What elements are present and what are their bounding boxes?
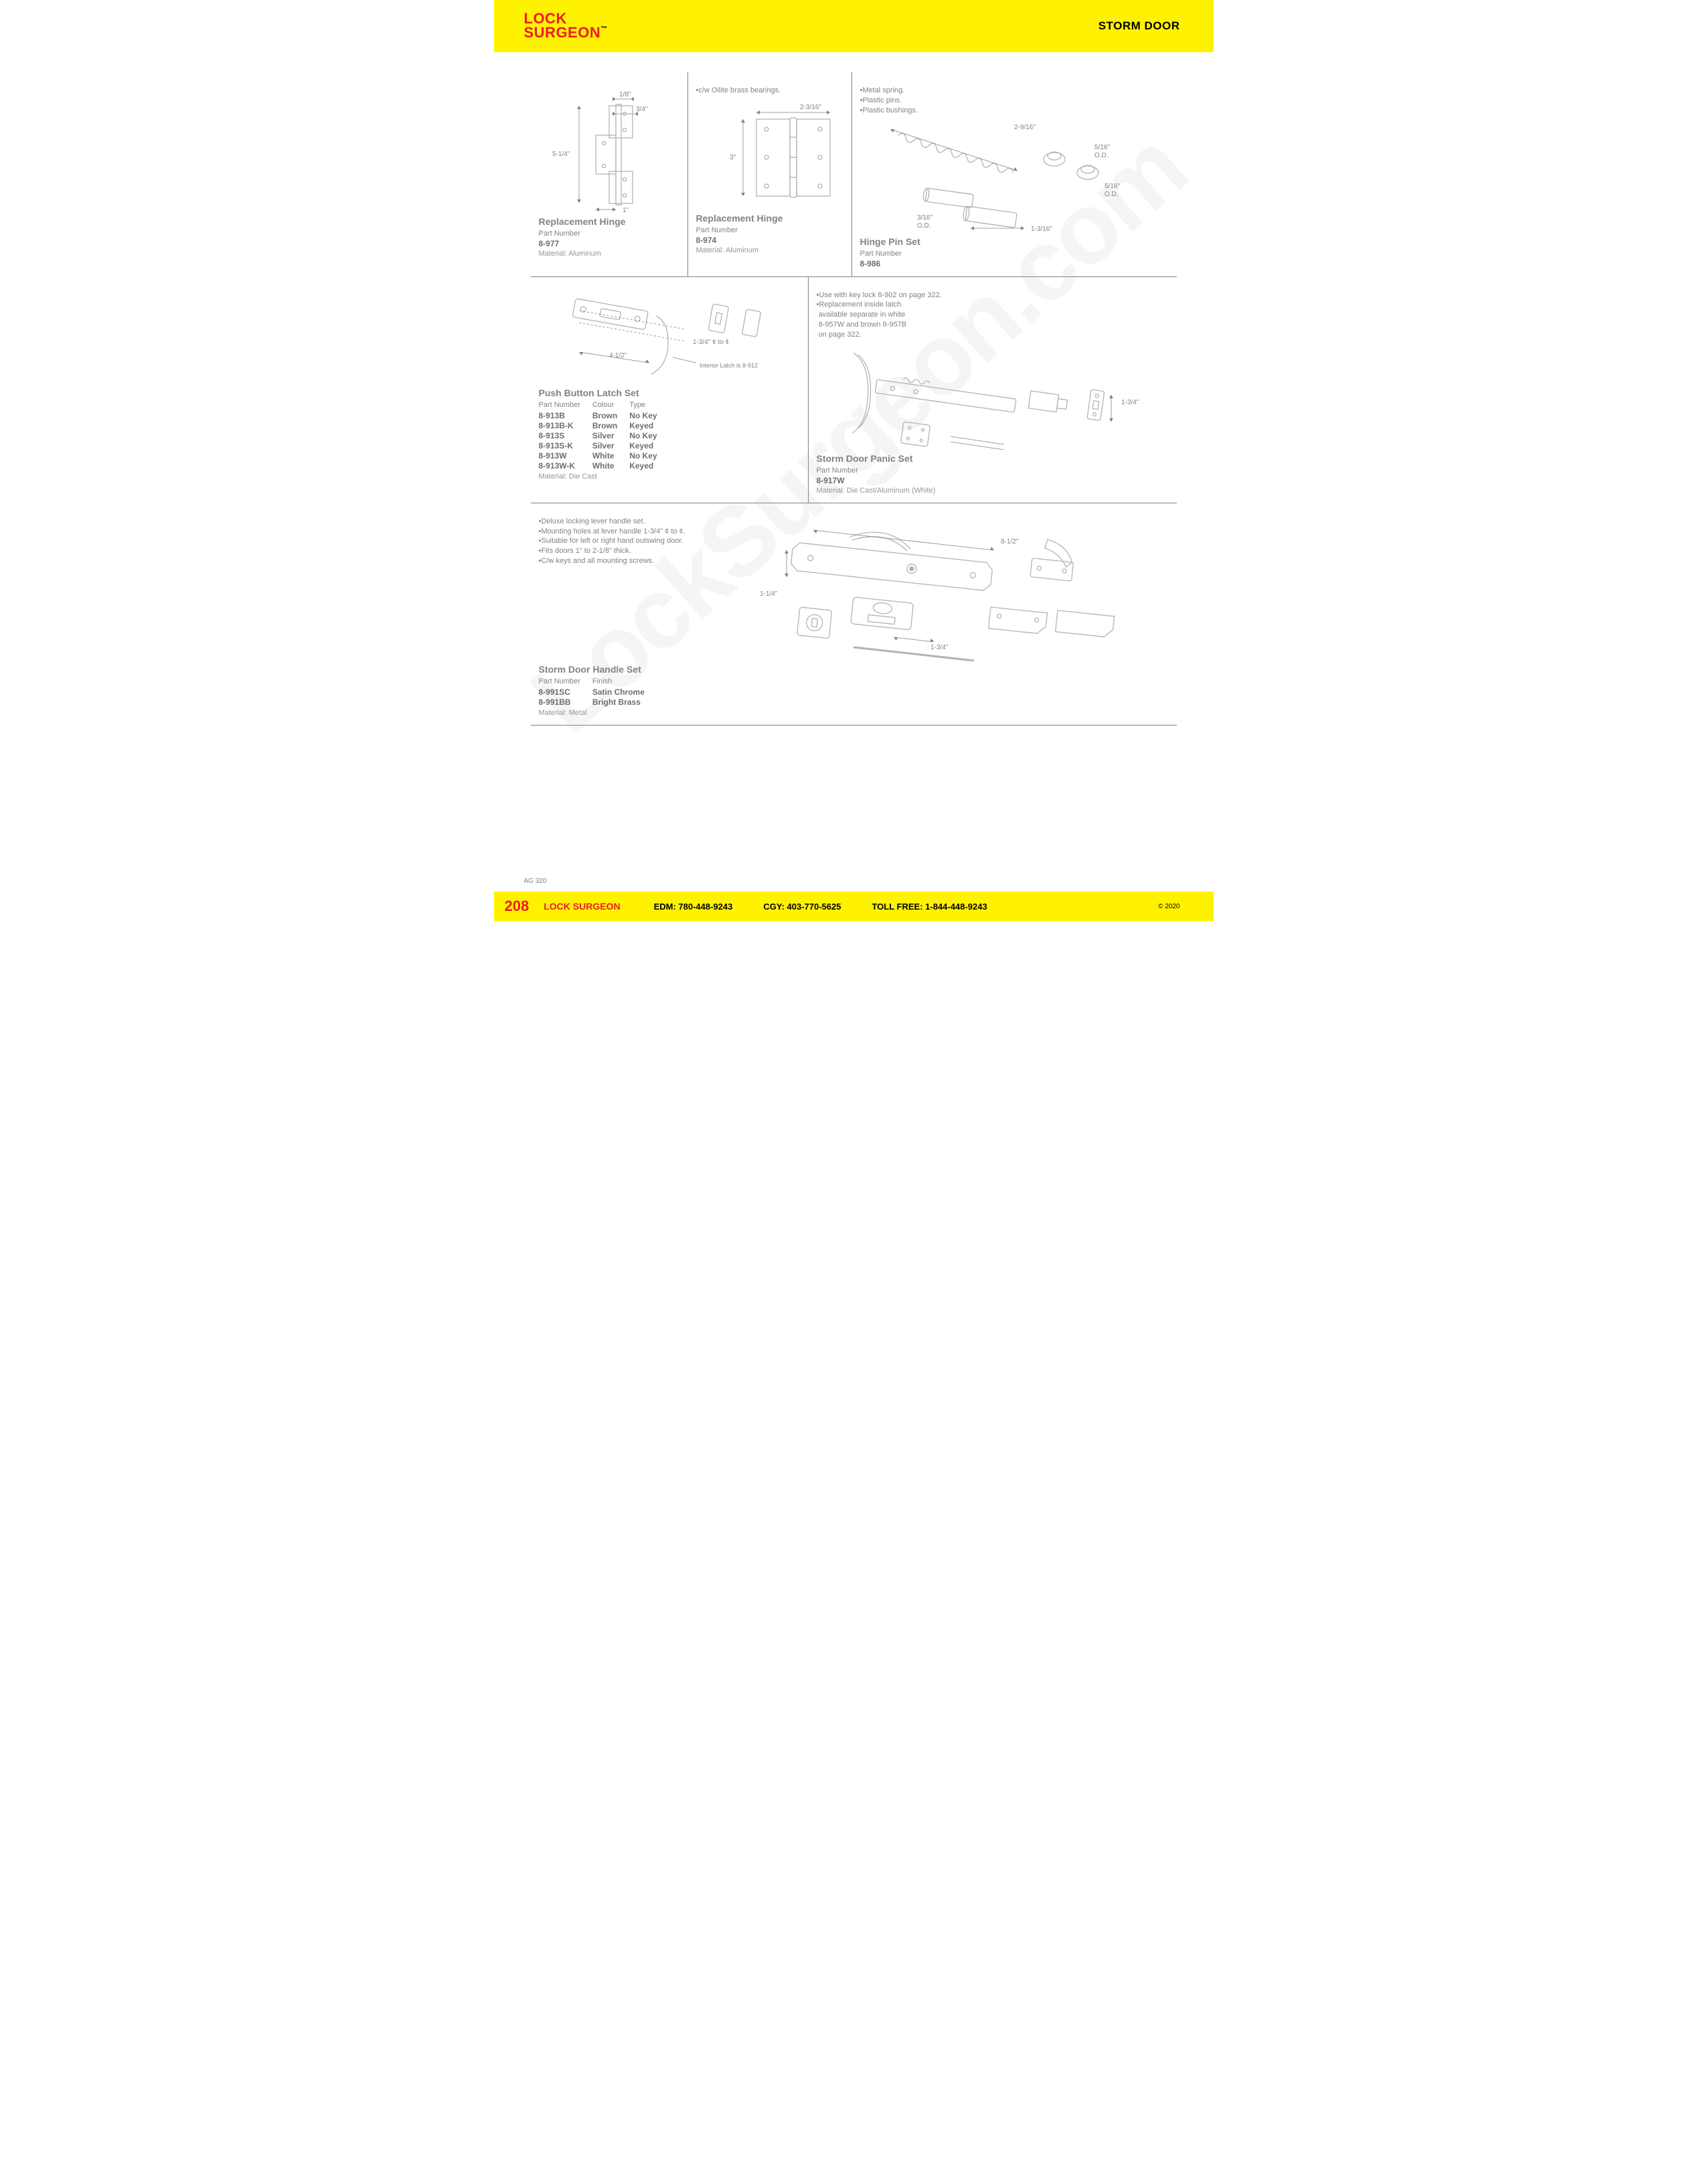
table-row: 8-913BBrownNo Key [539, 411, 669, 421]
header: LOCK SURGEON™ STORM DOOR [494, 0, 1214, 52]
material: Material: Metal [539, 709, 1169, 717]
page-title: STORM DOOR [1099, 19, 1180, 33]
part-label: Part Number [539, 230, 679, 238]
svg-text:3": 3" [730, 154, 736, 161]
logo-line2: SURGEON™ [524, 26, 608, 40]
material: Material: Die Cast/Aluminum (White) [817, 487, 1169, 495]
contact-tollfree: TOLL FREE: 1-844-448-9243 [872, 902, 987, 912]
diagram-pinset: 2-9/16" 5/16" O.D. 5/16" O.D. 3/16" [860, 116, 1141, 233]
product-title: Storm Door Handle Set [539, 664, 1169, 675]
part-number: 8-974 [696, 236, 843, 245]
table-row: 8-991SCSatin Chrome [539, 687, 657, 697]
table-row: 8-913B-KBrownKeyed [539, 421, 669, 431]
material: Material: Aluminum [539, 250, 679, 258]
cell-panic: •Use with key lock 8-902 on page 322. •R… [809, 277, 1177, 503]
part-label: Part Number [860, 250, 1169, 258]
cell-latch: 4-1/2" 1-3/4" ¢ to ¢ Interior Latch is 8… [531, 277, 809, 503]
svg-text:4-1/2": 4-1/2" [609, 352, 627, 359]
svg-text:Interior Latch is 8-912: Interior Latch is 8-912 [700, 362, 758, 369]
svg-text:5/16": 5/16" [1105, 183, 1120, 190]
svg-text:O.D.: O.D. [1105, 191, 1119, 198]
cell-handle-set: •Deluxe locking lever handle set. •Mount… [531, 503, 1177, 725]
svg-text:1": 1" [623, 207, 629, 213]
product-title: Replacement Hinge [696, 213, 843, 224]
row-2: 4-1/2" 1-3/4" ¢ to ¢ Interior Latch is 8… [531, 277, 1177, 503]
svg-text:2-3/16": 2-3/16" [800, 104, 821, 111]
part-label: Part Number [817, 467, 1169, 475]
content: 1/8" 3/4" 5-1/4" [494, 52, 1214, 726]
svg-text:1-1/4": 1-1/4" [760, 590, 778, 598]
footer: 208 LOCK SURGEON EDM: 780-448-9243 CGY: … [494, 892, 1214, 921]
diagram-latch: 4-1/2" 1-3/4" ¢ to ¢ Interior Latch is 8… [539, 290, 807, 384]
note: •Metal spring. •Plastic pins. •Plastic b… [860, 86, 1169, 116]
table-row: 8-991BBBright Brass [539, 697, 657, 707]
svg-text:1-3/4" ¢ to ¢: 1-3/4" ¢ to ¢ [693, 339, 729, 346]
table-row: 8-913S-KSilverKeyed [539, 441, 669, 451]
part-number: 8-986 [860, 259, 1169, 268]
svg-text:O.D.: O.D. [1094, 152, 1109, 159]
svg-text:1-3/4": 1-3/4" [930, 644, 949, 651]
note: •Use with key lock 8-902 on page 322. •R… [817, 290, 1169, 340]
svg-text:2-9/16": 2-9/16" [1014, 124, 1036, 131]
contact-cgy: CGY: 403-770-5625 [763, 902, 841, 912]
part-number: 8-917W [817, 476, 1169, 485]
contact-edm: EDM: 780-448-9243 [654, 902, 733, 912]
svg-text:1-3/16": 1-3/16" [1031, 226, 1052, 233]
svg-text:5-1/4": 5-1/4" [552, 151, 570, 158]
material: Material: Aluminum [696, 246, 843, 254]
svg-text:1-3/4": 1-3/4" [1121, 399, 1139, 406]
product-title: Replacement Hinge [539, 216, 679, 227]
diagram-hinge-977: 1/8" 3/4" 5-1/4" [539, 86, 673, 213]
product-title: Hinge Pin Set [860, 236, 1169, 247]
variant-table: Part NumberFinish 8-991SCSatin Chrome 8-… [539, 677, 657, 707]
material: Material: Die Cast [539, 473, 800, 481]
diagram-hinge-974: 2-3/16" 3" [696, 96, 850, 209]
product-title: Storm Door Panic Set [817, 453, 1169, 464]
copyright: © 2020 [1158, 903, 1180, 910]
logo: LOCK SURGEON™ [524, 12, 608, 40]
row-3: •Deluxe locking lever handle set. •Mount… [531, 503, 1177, 726]
row-1: 1/8" 3/4" 5-1/4" [531, 72, 1177, 277]
cell-hinge-977: 1/8" 3/4" 5-1/4" [531, 72, 688, 276]
ag-code: AG 320 [524, 877, 547, 885]
page-number: 208 [505, 898, 530, 915]
note: •Deluxe locking lever handle set. •Mount… [539, 517, 753, 566]
table-row: 8-913WWhiteNo Key [539, 451, 669, 461]
table-row: 8-913SSilverNo Key [539, 431, 669, 441]
svg-text:5/16": 5/16" [1094, 144, 1110, 151]
part-label: Part Number [696, 226, 843, 234]
svg-text:3/16": 3/16" [917, 214, 932, 222]
svg-text:O.D.: O.D. [917, 222, 931, 230]
note: •c/w Oilite brass bearings. [696, 86, 843, 96]
diagram-handle-set: 8-1/2" 1-1/4" [753, 517, 1168, 664]
variant-table: Part NumberColourType 8-913BBrownNo Key … [539, 401, 669, 471]
diagram-panic: 1-3/4" [817, 343, 1165, 450]
page: LockSurgeon.com LOCK SURGEON™ STORM DOOR… [494, 0, 1214, 921]
svg-text:1/8": 1/8" [619, 91, 631, 98]
table-row: 8-913W-KWhiteKeyed [539, 461, 669, 471]
product-title: Push Button Latch Set [539, 388, 800, 398]
svg-text:8-1/2": 8-1/2" [1001, 538, 1019, 545]
cell-pinset: •Metal spring. •Plastic pins. •Plastic b… [852, 72, 1177, 276]
footer-brand: LOCK SURGEON [544, 901, 620, 912]
cell-hinge-974: •c/w Oilite brass bearings. 2-3/16" 3" R… [688, 72, 852, 276]
part-number: 8-977 [539, 239, 679, 248]
